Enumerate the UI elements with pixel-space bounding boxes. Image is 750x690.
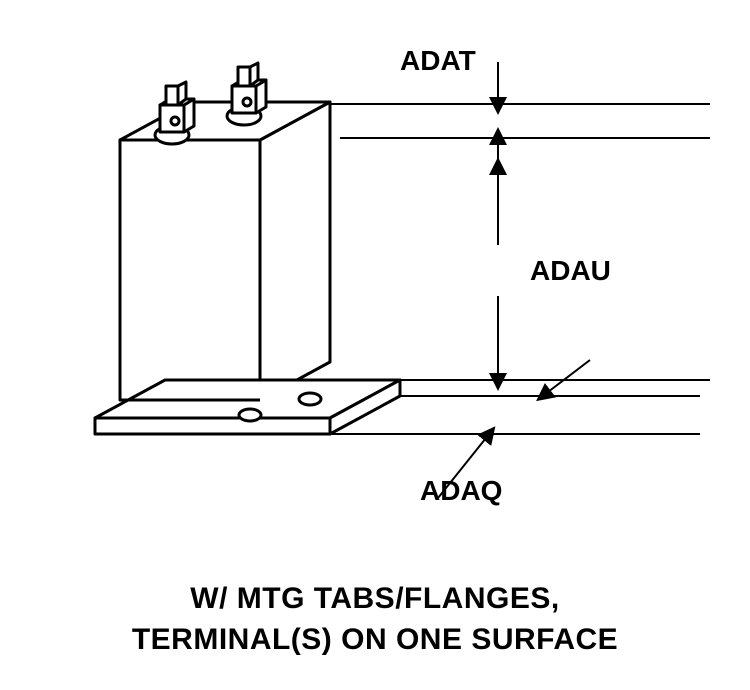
- label-ADAQ: ADAQ: [420, 475, 502, 506]
- dimension-ADAT: [330, 62, 710, 172]
- caption-line-2: TERMINAL(S) ON ONE SURFACE: [0, 620, 750, 661]
- figure-stage: ADAT ADAU ADAQ W/ MTG TABS/FLANGES, TERM…: [0, 0, 750, 690]
- label-ADAT: ADAT: [400, 45, 476, 76]
- label-ADAU: ADAU: [530, 255, 611, 286]
- figure-caption: W/ MTG TABS/FLANGES, TERMINAL(S) ON ONE …: [0, 579, 750, 660]
- caption-line-1: W/ MTG TABS/FLANGES,: [0, 579, 750, 620]
- dimension-labels: ADAT ADAU ADAQ: [400, 45, 611, 506]
- terminal-1: [155, 82, 194, 144]
- capacitor-body: [120, 102, 330, 400]
- terminal-2: [227, 63, 266, 125]
